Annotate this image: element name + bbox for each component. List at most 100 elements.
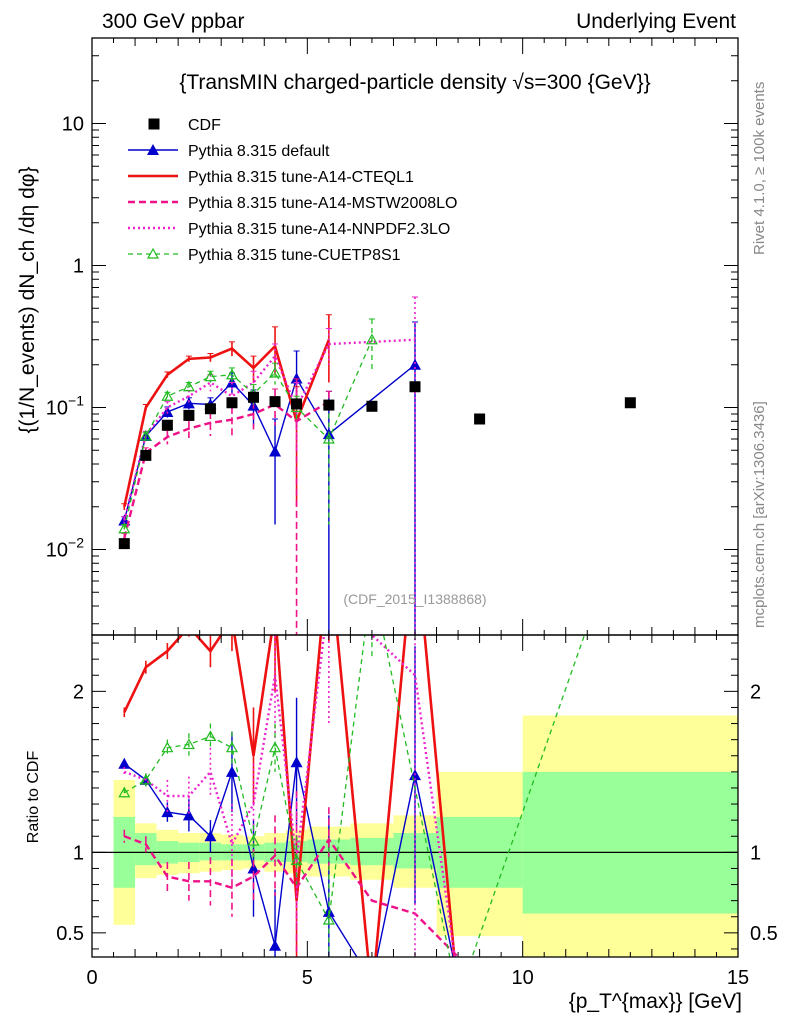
ratio-series-cuetp8s1 [118,635,586,957]
x-tick-label: 15 [727,967,749,989]
point-cuetp8s1 [182,380,195,392]
watermark: (CDF_2015_I1388868) [343,591,486,607]
header-left: 300 GeV ppbar [102,10,244,33]
data-point [409,381,421,393]
data-point [140,449,152,461]
line-cuetp8s1 [123,339,373,529]
y-tick-exp: −1 [68,393,84,409]
ratio-point-cuetp8s1 [118,786,131,798]
x-tick-label: 5 [302,967,313,989]
ratio-point-cuetp8s1 [247,834,260,846]
ratio-point-cuetp8s1 [290,854,303,866]
ratio-point-default [247,862,260,874]
data-point [161,419,173,431]
x-tick-label: 10 [512,967,534,989]
plot-title: {TransMIN charged-particle density √s=30… [179,71,650,94]
ratio-series-a14_nnpdf [123,635,456,957]
ratio-point-default [269,939,282,951]
point-cuetp8s1 [118,522,131,534]
point-cuetp8s1 [365,333,378,345]
ratio-point-cuetp8s1 [139,773,152,785]
point-cuetp8s1 [204,370,217,382]
xlabel: {p_T^{max}} [GeV] [569,990,742,1013]
ratio-y-tick-label-right: 0.5 [750,923,778,945]
line-a14_nnpdf [123,338,416,521]
ratio-point-cuetp8s1 [182,738,195,750]
data-point [269,396,281,408]
ratio-point-default [290,756,303,768]
legend-entry-data: CDF [148,117,221,134]
data-point [366,400,378,412]
series-a14_cteql1 [121,314,332,510]
legend-entry-default: Pythia 8.315 default [128,143,330,160]
legend-label: Pythia 8.315 default [188,143,330,160]
ratio-plot: 0.5 0.5 1 1 2 2 0 5 10 15 Ratio to CDF {p_T^{max}… [25,634,778,1013]
point-cuetp8s1 [322,432,335,444]
legend-label: Pythia 8.315 tune-A14-NNPDF2.3LO [188,221,450,238]
line-a14_mstw [123,400,330,539]
data-point [226,397,238,409]
ratio-point-default [204,830,217,842]
data-point [204,403,216,415]
legend-marker [148,118,160,130]
data-point [291,398,303,410]
ratio-series-a14_mstw [123,791,459,957]
ratio-ylabel: Ratio to CDF [25,751,42,844]
legend-marker [146,247,160,259]
legend-label: Pythia 8.315 tune-A14-MSTW2008LO [188,195,457,212]
y-tick-label: 1 [73,255,84,277]
ratio-point-default [182,809,195,821]
series-a14_mstw [121,378,332,635]
data-point [624,397,636,409]
ratio-y-tick-label-left: 0.5 [56,923,84,945]
ratio-line-cuetp8s1 [123,635,586,957]
y-tick-label: 10 [62,113,84,135]
legend: CDF Pythia 8.315 default Pythia 8.315 tune… [128,117,457,264]
y-tick-exp: −2 [68,535,84,551]
point-default [269,445,282,457]
header-right: Underlying Event [576,10,736,33]
point-cuetp8s1 [161,390,174,401]
point-default [290,372,303,384]
ratio-point-cuetp8s1 [204,730,217,742]
ratio-y-tick-label-right: 2 [750,681,761,703]
series-data [118,381,636,550]
ratio-point-default [118,757,131,769]
data-point [248,391,259,403]
point-cuetp8s1 [225,368,238,380]
data-point [183,409,195,421]
series-cuetp8s1 [118,318,378,534]
data-point [323,399,335,411]
point-cuetp8s1 [139,429,152,441]
ratio-line-a14_nnpdf [123,635,456,957]
point-cuetp8s1 [269,366,282,378]
ratio-y-tick-label-left: 1 [73,842,84,864]
mcplots-label: mcplots.cern.ch [arXiv:1306.3436] [751,401,768,628]
point-default [182,397,195,409]
series-a14_nnpdf [121,296,418,635]
y-tick-label: 10−1 [46,393,84,420]
legend-entry-a14_mstw: Pythia 8.315 tune-A14-MSTW2008LO [128,195,457,212]
point-default [409,358,421,370]
band-inner [522,771,738,914]
ratio-y-tick-label-right: 1 [750,842,761,864]
line-a14_cteql1 [123,339,331,508]
ratio-y-tick-label-left: 2 [73,681,84,703]
y-tick-label: 10−2 [46,535,84,562]
legend-entry-a14_nnpdf: Pythia 8.315 tune-A14-NNPDF2.3LO [128,221,450,238]
data-point [474,413,486,425]
ratio-point-default [225,765,238,777]
legend-label: Pythia 8.315 tune-CUETP8S1 [188,247,401,264]
rivet-label: Rivet 4.1.0, ≥ 100k events [751,82,768,255]
legend-marker [147,144,159,155]
legend-label: Pythia 8.315 tune-A14-CTEQL1 [188,169,414,186]
y-tick-base: 10 [46,398,68,420]
ratio-series-a14_cteql1 [123,635,456,957]
point-default [161,405,174,417]
ratio-point-cuetp8s1 [322,913,335,925]
legend-label: CDF [188,117,221,134]
ratio-point-cuetp8s1 [269,741,282,753]
legend-entry-a14_cteql1: Pythia 8.315 tune-A14-CTEQL1 [128,169,414,186]
